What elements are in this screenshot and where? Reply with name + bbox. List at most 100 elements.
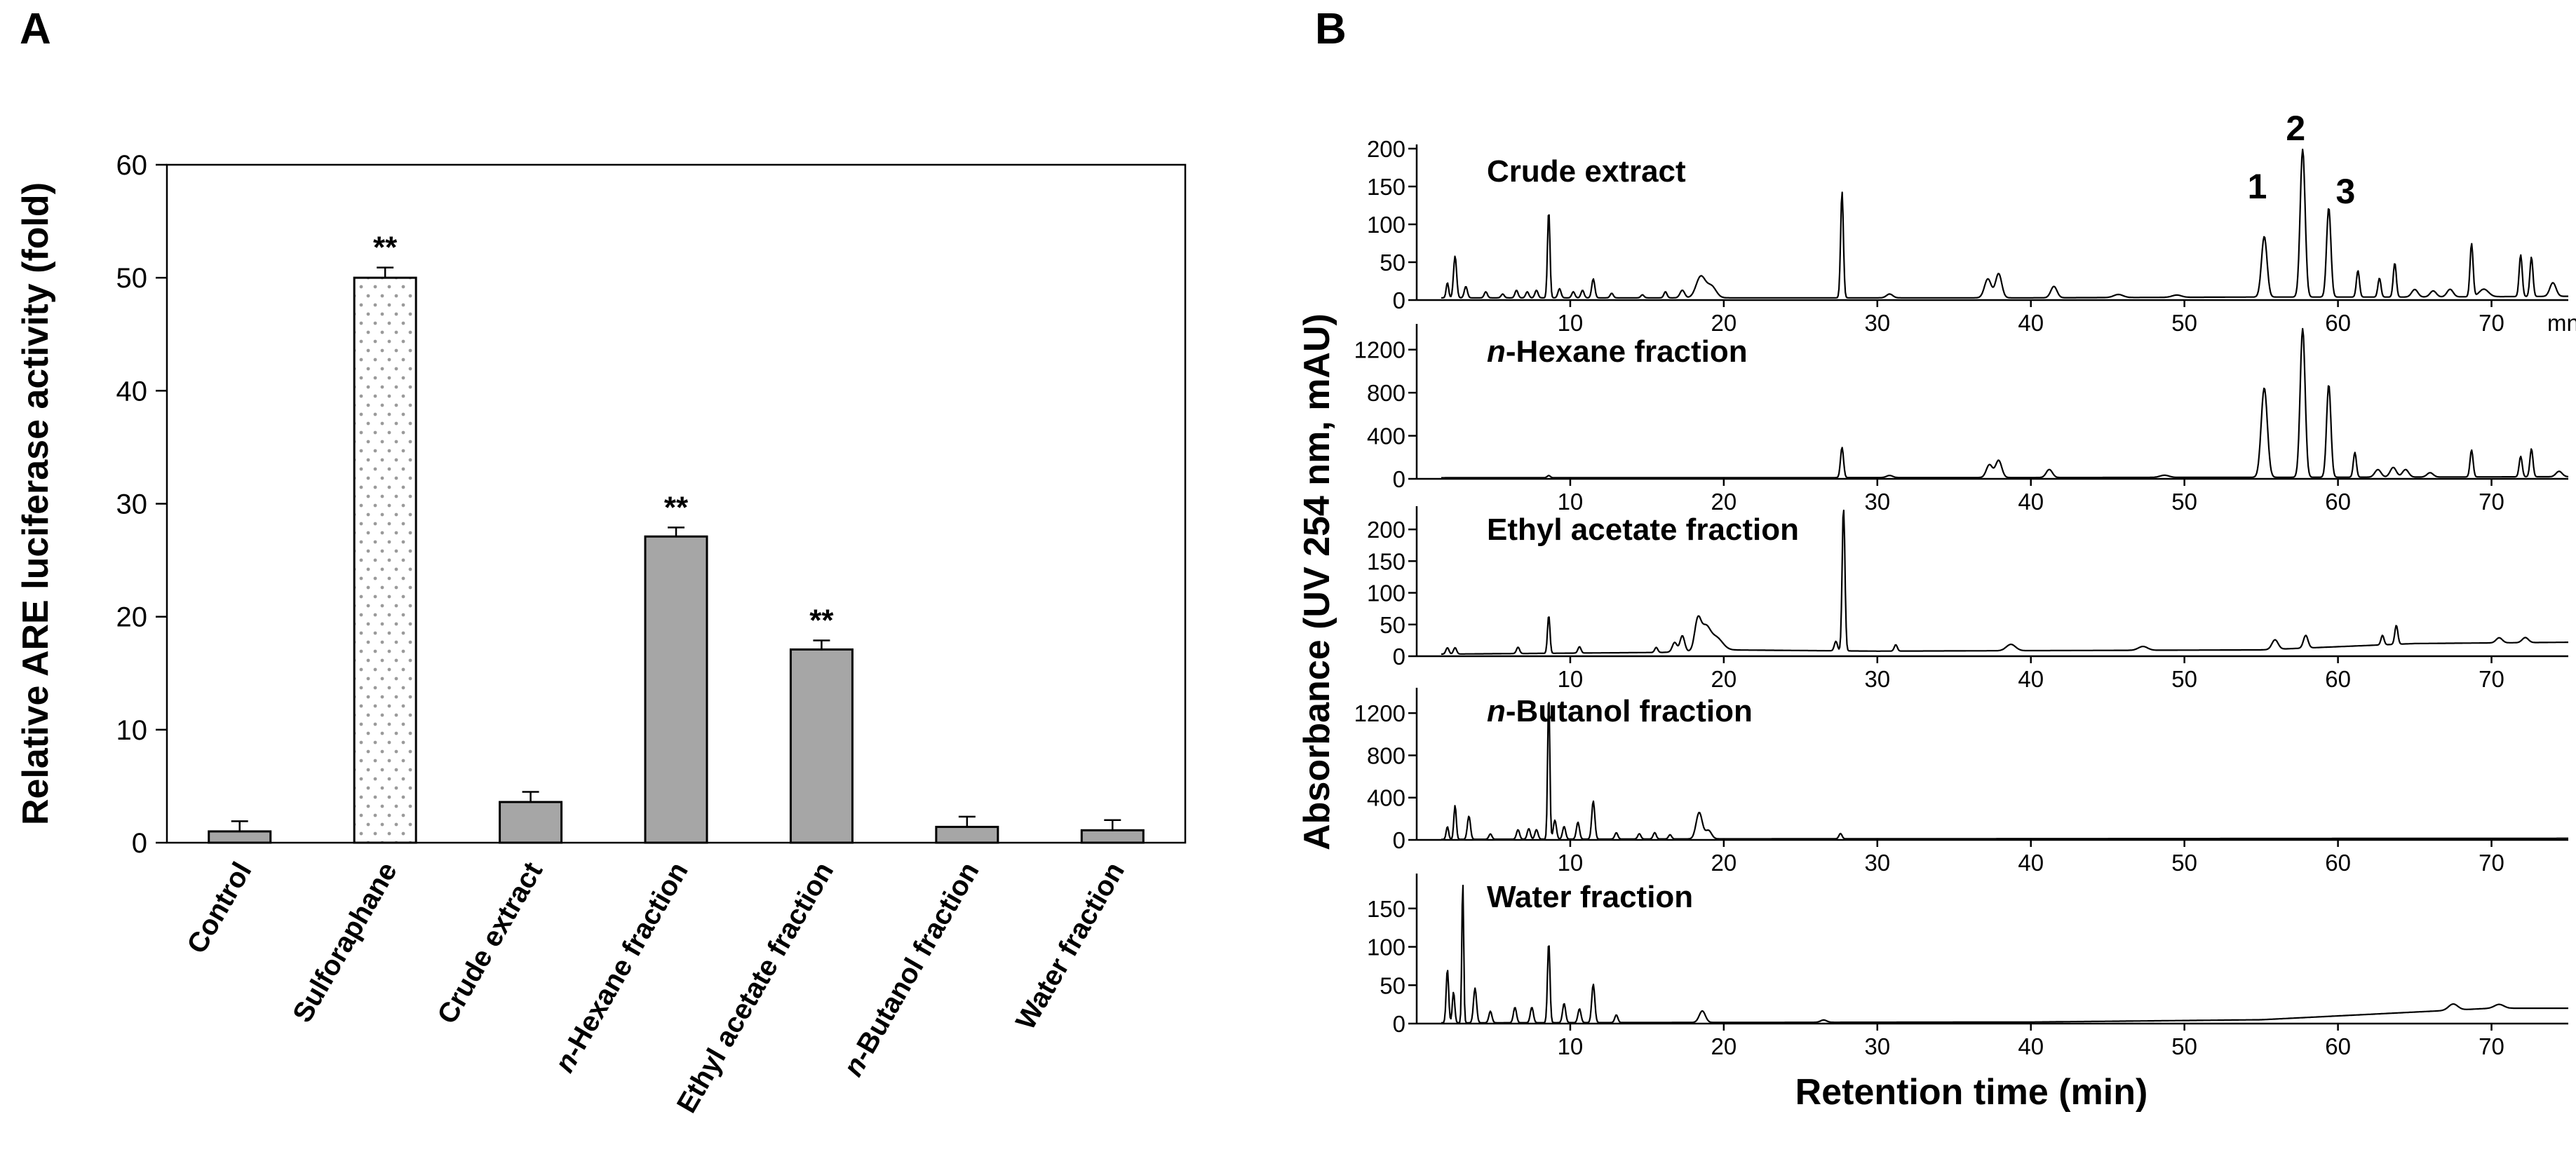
x-tick-label: 40 (2018, 489, 2044, 515)
y-tick-label: 20 (116, 602, 148, 633)
chromatogram-trace (1441, 702, 2568, 841)
x-tick-label: 70 (2479, 489, 2504, 515)
y-tick-label: 1200 (1354, 700, 1405, 726)
peak-number-label: 1 (2248, 167, 2267, 206)
x-tick-label: 60 (2325, 666, 2351, 692)
x-tick-label: 30 (1864, 850, 1890, 876)
y-tick-label: 200 (1367, 136, 1405, 162)
error-bar (813, 639, 830, 650)
chromatogram-panel: 0 50 100 150 200 10 20 30 40 50 60 70 Ethyl acetate … (1367, 506, 2568, 692)
category-label: Crude extract (431, 857, 548, 1029)
trace-label: Crude extract (1487, 154, 1686, 189)
x-tick-label: 30 (1864, 666, 1890, 692)
x-tick-label: 70 (2479, 1033, 2504, 1059)
y-tick-label: 50 (116, 263, 148, 294)
chromatogram-trace (1441, 884, 2568, 1024)
significance-marker: ** (809, 604, 834, 638)
peak-number-label: 2 (2286, 109, 2305, 148)
y-tick-label: 100 (1367, 580, 1405, 606)
peak-number-label: 3 (2336, 172, 2356, 211)
y-tick-label: 800 (1367, 380, 1405, 406)
x-tick-label: 10 (1558, 489, 1584, 515)
y-tick-label: 150 (1367, 548, 1405, 574)
trace-label: n-Hexane fraction (1487, 334, 1748, 369)
x-axis-title: Retention time (min) (1795, 1072, 2148, 1113)
x-tick-label: 60 (2325, 489, 2351, 515)
x-tick-label: 20 (1711, 850, 1737, 876)
chromatogram-panel: 0 400 800 1200 10 20 30 40 50 60 70 n-Butanol fract… (1354, 688, 2568, 876)
x-tick-label: 10 (1558, 666, 1584, 692)
x-tick-label: 70 (2479, 850, 2504, 876)
y-tick-label: 200 (1367, 517, 1405, 543)
y-tick-label: 50 (1380, 972, 1405, 998)
trace-label: n-Butanol fraction (1487, 694, 1753, 728)
x-unit-label: mn (2547, 310, 2576, 336)
trace-label: Ethyl acetate fraction (1487, 512, 1799, 547)
x-tick-label: 50 (2171, 666, 2197, 692)
x-tick-label: 70 (2479, 310, 2504, 336)
bar (353, 276, 417, 844)
y-tick-label: 0 (1393, 287, 1405, 313)
x-tick-label: 20 (1711, 310, 1737, 336)
x-tick-label: 30 (1864, 310, 1890, 336)
panel-a-letter: A (20, 5, 51, 53)
panel-b-letter: B (1315, 5, 1347, 53)
x-tick-label: 60 (2325, 850, 2351, 876)
bar (789, 648, 854, 844)
y-tick-label: 10 (116, 715, 148, 746)
x-tick-label: 10 (1558, 310, 1584, 336)
x-tick-label: 20 (1711, 1033, 1737, 1059)
x-tick-label: 60 (2325, 1033, 2351, 1059)
x-tick-label: 20 (1711, 489, 1737, 515)
y-tick-label: 60 (116, 150, 148, 181)
x-tick-label: 10 (1558, 1033, 1584, 1059)
panel-a-bar-chart: 0 10 20 30 40 50 60 Control ** Sulforaphane Crude … (15, 150, 1187, 1118)
y-tick-label: 150 (1367, 896, 1405, 922)
x-tick-label: 10 (1558, 850, 1584, 876)
y-tick-label: 0 (1393, 644, 1405, 670)
y-tick-label: 50 (1380, 250, 1405, 276)
error-bar (522, 791, 539, 802)
y-tick-label: 40 (116, 376, 148, 407)
x-tick-label: 50 (2171, 850, 2197, 876)
category-label: Ethyl acetate fraction (671, 857, 839, 1118)
x-tick-label: 30 (1864, 489, 1890, 515)
x-tick-label: 40 (2018, 310, 2044, 336)
category-label: n-Butanol fraction (837, 857, 985, 1082)
y-tick-label: 0 (132, 828, 147, 859)
y-tick-label: 150 (1367, 174, 1405, 200)
bar (208, 830, 272, 844)
bar (935, 825, 999, 844)
chromatogram-trace (1441, 327, 2568, 479)
y-tick-label: 0 (1393, 1011, 1405, 1037)
significance-marker: ** (664, 490, 689, 524)
y-axis-title: Relative ARE luciferase activity (fold) (15, 182, 56, 825)
error-bar (958, 815, 976, 827)
y-tick-label: 0 (1393, 466, 1405, 492)
category-label: Sulforaphane (287, 857, 403, 1028)
bar (644, 535, 708, 844)
x-tick-label: 40 (2018, 666, 2044, 692)
x-tick-label: 50 (2171, 1033, 2197, 1059)
x-tick-label: 60 (2325, 310, 2351, 336)
chromatogram-trace (1441, 509, 2568, 656)
chromatogram-panel: 0 400 800 1200 10 20 30 40 50 60 70 n-Hexane fracti… (1354, 324, 2568, 515)
error-bar (668, 527, 685, 537)
y-tick-label: 1200 (1354, 337, 1405, 363)
x-tick-label: 30 (1864, 1033, 1890, 1059)
x-tick-label: 40 (2018, 850, 2044, 876)
y-tick-label: 50 (1380, 612, 1405, 638)
y-tick-label: 30 (116, 489, 148, 520)
significance-marker: ** (373, 231, 398, 265)
y-tick-label: 0 (1393, 827, 1405, 853)
y-axis-title: Absorbance (UV 254 nm, mAU) (1297, 313, 1337, 850)
chromatogram-trace (1441, 149, 2568, 299)
error-bar (377, 266, 394, 278)
x-tick-label: 50 (2171, 310, 2197, 336)
error-bar (1104, 819, 1121, 831)
bar (1080, 829, 1145, 844)
y-tick-label: 400 (1367, 423, 1405, 449)
x-tick-label: 70 (2479, 666, 2504, 692)
